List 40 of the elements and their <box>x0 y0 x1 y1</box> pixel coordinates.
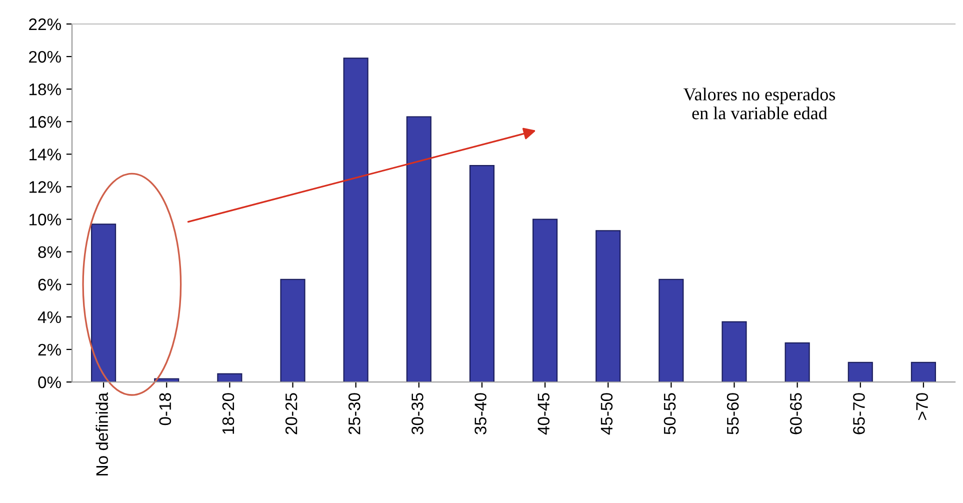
bar <box>280 278 306 382</box>
y-tick-label: 4% <box>38 311 61 324</box>
y-tick-label: 14% <box>29 148 61 160</box>
x-tick-label: 55-60 <box>726 393 739 434</box>
x-tick-label: 50-55 <box>664 393 676 434</box>
bar <box>532 218 558 382</box>
x-tick-label: 20-25 <box>285 393 298 434</box>
x-tick-label: 30-35 <box>412 393 424 434</box>
y-tick-label: 18% <box>29 83 61 96</box>
bar <box>658 278 684 382</box>
bar <box>848 362 873 382</box>
y-tick-label: 20% <box>29 50 61 63</box>
x-tick-label: No definida <box>96 392 108 476</box>
bar <box>217 373 242 382</box>
bar <box>784 342 810 382</box>
x-tick-label: 45-50 <box>600 393 613 435</box>
bar <box>910 362 936 382</box>
x-tick-label: >70 <box>916 393 928 420</box>
x-tick-label: 40-45 <box>538 393 550 435</box>
bar <box>722 321 747 382</box>
annotation: Valores no esperados en la variable edad <box>683 88 836 120</box>
bar <box>596 230 621 382</box>
bar <box>406 116 432 382</box>
y-tick-label: 0% <box>38 376 61 388</box>
y-tick-label: 6% <box>38 278 61 291</box>
x-tick-label: 25-30 <box>348 393 360 434</box>
bar <box>90 224 116 382</box>
x-tick-label: 18-20 <box>222 393 234 434</box>
y-tick-label: 10% <box>29 214 61 226</box>
x-tick-label: 65-70 <box>853 393 865 434</box>
y-tick-label: 8% <box>38 246 61 258</box>
bar <box>469 165 495 382</box>
y-tick-label: 16% <box>29 116 61 128</box>
x-tick-label: 60-65 <box>790 393 802 434</box>
y-tick-label: 2% <box>38 344 61 356</box>
y-tick-label: 22% <box>29 18 61 30</box>
y-tick-label: 12% <box>29 181 61 193</box>
x-tick-label: 0-18 <box>159 393 172 426</box>
x-tick-label: 35-40 <box>474 393 486 434</box>
bar <box>343 58 368 382</box>
